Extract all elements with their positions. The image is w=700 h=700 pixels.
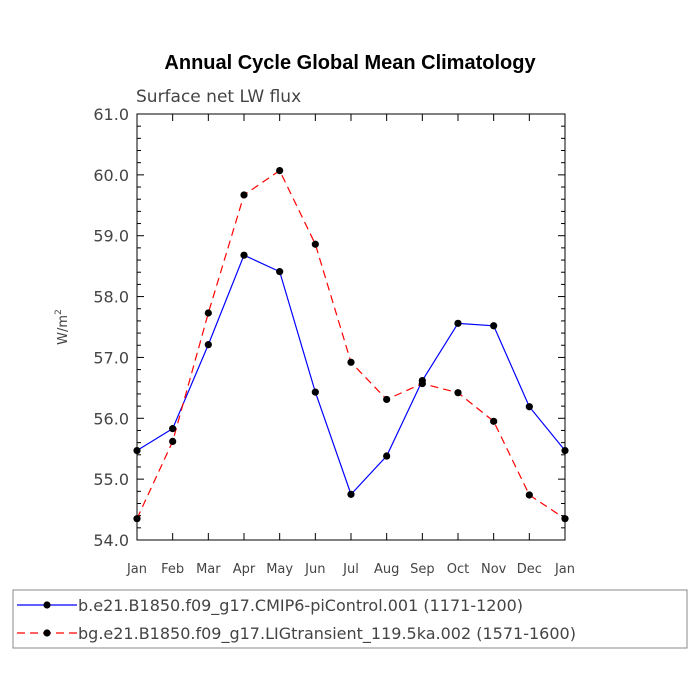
legend-entry-1: bg.e21.B1850.f09_g17.LIGtransient_119.5k… xyxy=(17,624,576,644)
y-axis-label-sup: 2 xyxy=(54,309,64,315)
ytick-label-2: 56.0 xyxy=(93,409,129,428)
xtick-label-6: Jul xyxy=(342,562,359,577)
x-axis-labels: Jan Feb Mar Apr May Jun Jul Aug Sep Oct Nov Dec Jan xyxy=(126,562,575,577)
y-axis-label-text: W/m xyxy=(56,315,71,345)
series-1-point-8 xyxy=(418,379,426,388)
legend-box xyxy=(12,589,688,649)
xtick-label-12: Jan xyxy=(554,562,575,577)
series-1-point-1 xyxy=(169,437,177,446)
legend-marker-0 xyxy=(43,601,51,609)
series-0-point-7 xyxy=(383,452,391,460)
series-points xyxy=(133,166,569,523)
series-1-point-12 xyxy=(561,515,569,523)
xtick-label-3: Apr xyxy=(233,562,256,577)
y-axis-label: W/m2 xyxy=(54,309,71,345)
ytick-label-7: 61.0 xyxy=(93,105,129,124)
ytick-label-5: 59.0 xyxy=(93,227,129,246)
legend-label-0: b.e21.B1850.f09_g17.CMIP6-piControl.001 … xyxy=(78,596,523,616)
ytick-label-4: 58.0 xyxy=(93,288,129,307)
xtick-label-2: Mar xyxy=(196,562,221,577)
xtick-label-10: Nov xyxy=(481,562,507,577)
chart-title: Annual Cycle Global Mean Climatology xyxy=(164,52,536,74)
series-1-point-10 xyxy=(490,417,498,425)
series-0-point-10 xyxy=(490,322,498,330)
legend: b.e21.B1850.f09_g17.CMIP6-piControl.001 … xyxy=(12,589,688,649)
series-1-point-4 xyxy=(276,166,284,175)
ytick-label-0: 54.0 xyxy=(93,531,129,550)
series-line-0 xyxy=(136,254,566,496)
series-0-point-1 xyxy=(169,425,177,433)
series-lines xyxy=(136,169,566,520)
series-0-point-2 xyxy=(204,341,212,349)
xtick-label-11: Dec xyxy=(517,562,542,577)
xtick-label-7: Aug xyxy=(374,562,399,577)
series-0-point-0 xyxy=(133,446,141,455)
series-line-1 xyxy=(136,169,566,520)
axis-ticks xyxy=(136,113,566,541)
series-1-point-9 xyxy=(454,389,462,397)
xtick-label-8: Sep xyxy=(410,562,435,577)
plot-area: 54.0 55.0 56.0 57.0 58.0 59.0 60.0 61.0 Jan Feb M… xyxy=(93,105,575,577)
series-1-point-6 xyxy=(347,358,355,366)
series-1-point-5 xyxy=(311,240,319,248)
xtick-label-1: Feb xyxy=(161,562,184,577)
series-0-point-5 xyxy=(311,388,319,396)
series-0-point-6 xyxy=(347,490,355,498)
legend-entry-0: b.e21.B1850.f09_g17.CMIP6-piControl.001 … xyxy=(17,596,523,616)
xtick-label-9: Oct xyxy=(447,562,469,577)
xtick-label-5: Jun xyxy=(304,562,325,577)
ytick-label-3: 57.0 xyxy=(93,348,129,367)
ytick-label-6: 60.0 xyxy=(93,166,129,185)
y-axis-labels: 54.0 55.0 56.0 57.0 58.0 59.0 60.0 61.0 xyxy=(93,105,129,550)
series-1-point-2 xyxy=(204,309,212,317)
chart-subtitle: Surface net LW flux xyxy=(136,87,301,107)
series-0-point-12 xyxy=(561,446,569,455)
legend-marker-1 xyxy=(43,629,51,637)
series-0-point-11 xyxy=(525,403,533,411)
xtick-label-0: Jan xyxy=(126,562,147,577)
series-0-point-3 xyxy=(240,251,248,259)
plot-frame xyxy=(136,113,566,541)
series-0-point-4 xyxy=(276,268,284,276)
series-1-point-11 xyxy=(525,491,533,499)
xtick-label-4: May xyxy=(266,562,293,577)
series-1-point-3 xyxy=(240,191,248,199)
series-1-point-0 xyxy=(133,515,141,523)
ytick-label-1: 55.0 xyxy=(93,470,129,489)
legend-label-1: bg.e21.B1850.f09_g17.LIGtransient_119.5k… xyxy=(78,624,576,644)
series-1-point-7 xyxy=(383,395,391,404)
series-0-point-9 xyxy=(454,319,462,327)
